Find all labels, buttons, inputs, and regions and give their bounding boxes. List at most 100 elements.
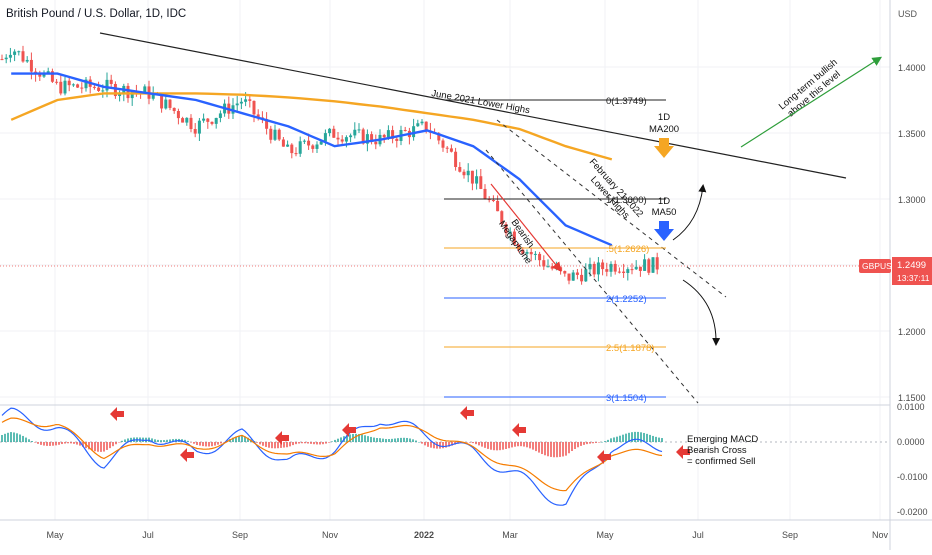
candle-body <box>214 117 218 124</box>
macd-hist-bar <box>319 442 321 445</box>
macd-hist-bar <box>502 442 504 450</box>
macd-hist-bar <box>610 438 612 442</box>
macd-hist-bar <box>25 437 27 442</box>
candle-body <box>76 84 80 88</box>
macd-note-line2: Bearish Cross <box>687 445 747 456</box>
macd-hist-bar <box>256 442 258 443</box>
macd-hist-bar <box>100 442 102 452</box>
time-label: Sep <box>782 530 798 540</box>
time-axis[interactable]: May Jul Sep Nov 2022 Mar May Jul Sep Nov <box>46 530 888 540</box>
candle-body <box>470 170 474 184</box>
candle-body <box>265 119 269 129</box>
macd-hist-bar <box>88 442 90 450</box>
macd-hist-bar <box>643 432 645 442</box>
macd-hist-bar <box>478 442 480 446</box>
macd-hist-bar <box>214 442 216 446</box>
candle-body <box>193 129 197 134</box>
macd-hist-bar <box>550 442 552 457</box>
ma50-line[interactable] <box>11 72 613 247</box>
macd-hist-bar <box>403 437 405 442</box>
candle-body <box>445 147 449 149</box>
chart-title: British Pound / U.S. Dollar, 1D, IDC <box>6 8 186 20</box>
candle-body <box>357 129 361 131</box>
candle-body <box>626 269 630 273</box>
macd-hist-bar <box>118 442 120 443</box>
macd-hist-bar <box>391 438 393 442</box>
macd-hist-bar <box>37 442 39 444</box>
macd-pane[interactable]: 0.0100 0.0000 -0.0100 -0.0200 Emerging M… <box>0 402 928 517</box>
candle-body <box>500 211 504 225</box>
price-tick: 1.3000 <box>898 195 926 205</box>
macd-cross-arrow-icon <box>512 423 526 437</box>
macd-hist-bar <box>529 442 531 449</box>
candle-body <box>151 93 155 99</box>
macd-hist-bar <box>385 438 387 442</box>
price-axis[interactable]: 1.4000 1.3500 1.3000 1.2000 1.1500 <box>898 63 926 403</box>
candle-body <box>529 252 533 255</box>
candle-body <box>256 114 260 118</box>
candle-body <box>290 144 294 154</box>
macd-hist-bar <box>163 440 165 442</box>
fib-extension[interactable]: 0(1.3749) 1(1.3000) .5(1.2626) 2(1.2252)… <box>444 96 666 404</box>
ma50-label-tf: 1D <box>658 196 670 207</box>
macd-cross-arrow-icon <box>180 448 194 462</box>
candle-body <box>483 188 487 200</box>
macd-hist-bar <box>220 442 222 444</box>
candle-body <box>294 153 298 155</box>
time-label: Jul <box>692 530 704 540</box>
fib-label-2-5: 2.5(1.1878) <box>606 343 655 354</box>
macd-hist-bar <box>109 442 111 449</box>
candle-body <box>160 93 164 109</box>
macd-cross-arrow-icon <box>676 445 690 459</box>
candle-body <box>475 176 479 184</box>
macd-hist-bar <box>448 442 450 447</box>
macd-hist-bar <box>235 436 237 442</box>
candle-body <box>340 139 344 142</box>
macd-hist-bar <box>7 432 9 442</box>
macd-hist-bar <box>241 435 243 442</box>
candle-body <box>538 253 542 261</box>
candle-body <box>491 199 495 201</box>
fib-label-0-5: .5(1.2626) <box>606 244 649 255</box>
macd-hist-bar <box>67 442 69 444</box>
candle-body <box>244 99 248 102</box>
macd-note-line3: = confirmed Sell <box>687 456 755 467</box>
lower-highs-trendline[interactable] <box>99 32 847 179</box>
candle-body <box>533 253 537 255</box>
macd-hist-bar <box>22 435 24 442</box>
macd-hist-bar <box>607 439 609 442</box>
macd-hist-bar <box>544 442 546 456</box>
macd-hist-bar <box>553 442 555 458</box>
macd-hist-bar <box>244 436 246 442</box>
macd-hist-bar <box>43 442 45 446</box>
candle-body <box>651 257 655 273</box>
macd-hist-bar <box>73 442 75 444</box>
candle-body <box>441 140 445 148</box>
candle-body <box>248 99 252 101</box>
megaphone-upper-line[interactable] <box>496 119 727 298</box>
macd-hist-bar <box>433 442 435 449</box>
macd-hist-bar <box>64 442 66 444</box>
candle-body <box>126 85 130 99</box>
candle-body <box>479 176 483 189</box>
candle-body <box>46 71 50 73</box>
macd-hist-bar <box>499 442 501 451</box>
macd-tick: 0.0100 <box>897 402 925 412</box>
macd-hist-bar <box>28 439 30 442</box>
macd-hist-bar <box>616 436 618 442</box>
ma50-label-name: MA50 <box>652 207 677 218</box>
macd-hist-bar <box>520 442 522 447</box>
macd-hist-bar <box>52 442 54 446</box>
candle-body <box>496 200 500 212</box>
candle-body <box>458 167 462 172</box>
macd-hist-bar <box>442 442 444 449</box>
ma200-line[interactable] <box>10 92 613 161</box>
candle-body <box>613 263 617 272</box>
macd-hist-bar <box>517 442 519 447</box>
macd-hist-bar <box>49 442 51 446</box>
candle-body <box>302 140 306 142</box>
macd-hist-bar <box>331 441 333 442</box>
megaphone-lower-line[interactable] <box>485 149 699 404</box>
